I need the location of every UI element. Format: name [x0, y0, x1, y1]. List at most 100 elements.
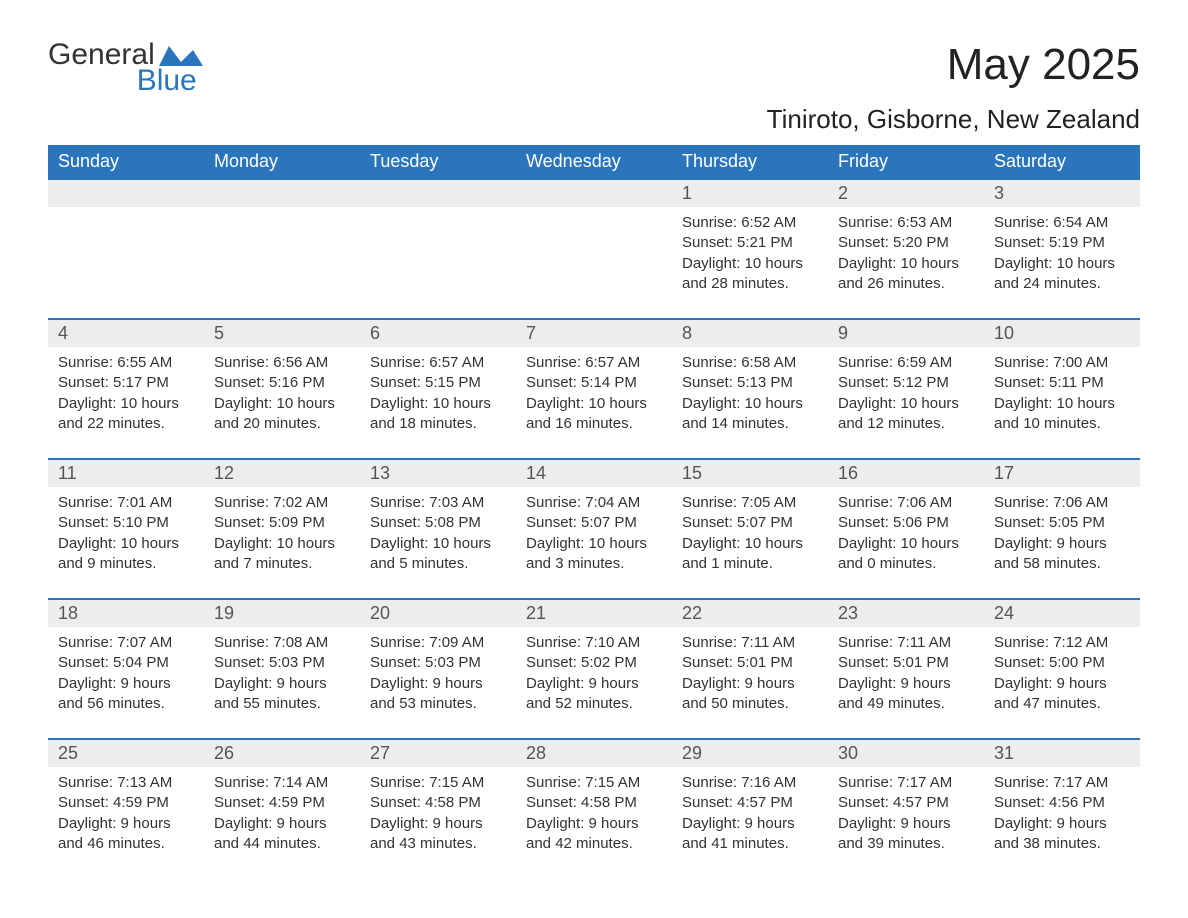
- sunset-label: Sunset:: [370, 514, 421, 531]
- sunrise-value: 6:53 AM: [897, 214, 952, 231]
- day-body: Sunrise: 7:06 AMSunset: 5:05 PMDaylight:…: [984, 487, 1140, 598]
- sunrise-value: 7:15 AM: [585, 774, 640, 791]
- sunrise-label: Sunrise:: [994, 774, 1049, 791]
- daylight-line: Daylight: 10 hours and 24 minutes.: [994, 254, 1130, 295]
- week-body-row: Sunrise: 7:13 AMSunset: 4:59 PMDaylight:…: [48, 767, 1140, 878]
- day-body-cell: Sunrise: 7:02 AMSunset: 5:09 PMDaylight:…: [204, 487, 360, 599]
- day-body-cell: Sunrise: 7:03 AMSunset: 5:08 PM Daylight:…: [360, 487, 516, 599]
- day-number-cell: 11: [48, 459, 204, 487]
- sunrise-value: 6:58 AM: [741, 354, 796, 371]
- day-body: Sunrise: 6:56 AMSunset: 5:16 PMDaylight:…: [204, 347, 360, 458]
- day-number: 7: [516, 320, 672, 347]
- sunrise-label: Sunrise:: [214, 494, 269, 511]
- sunset-label: Sunset:: [526, 514, 577, 531]
- sunset-label: Sunset:: [838, 654, 889, 671]
- sunrise-line: Sunrise: 6:58 AM: [682, 353, 818, 373]
- sunset-label: Sunset:: [214, 654, 265, 671]
- day-body-cell: Sunrise: 6:56 AMSunset: 5:16 PMDaylight:…: [204, 347, 360, 459]
- day-body-cell: Sunrise: 7:13 AMSunset: 4:59 PMDaylight:…: [48, 767, 204, 878]
- day-number-cell: 24: [984, 599, 1140, 627]
- day-body: Sunrise: 6:52 AMSunset: 5:21 PMDaylight:…: [672, 207, 828, 318]
- sunset-line: Sunset: 5:15 PM: [370, 373, 506, 393]
- day-body-cell: Sunrise: 7:17 AMSunset: 4:57 PMDaylight:…: [828, 767, 984, 878]
- sunset-label: Sunset:: [838, 374, 889, 391]
- daylight-label: Daylight:: [838, 535, 896, 552]
- daylight-line: Daylight: 10 hours and 22 minutes.: [58, 394, 194, 435]
- sunset-label: Sunset:: [682, 374, 733, 391]
- sunrise-value: 7:16 AM: [741, 774, 796, 791]
- day-body-cell: Sunrise: 6:55 AMSunset: 5:17 PMDaylight:…: [48, 347, 204, 459]
- day-number-cell: 6: [360, 319, 516, 347]
- sunset-value: 5:16 PM: [269, 374, 325, 391]
- day-body: Sunrise: 6:57 AMSunset: 5:15 PMDaylight:…: [360, 347, 516, 458]
- day-number-cell: 13: [360, 459, 516, 487]
- day-body: Sunrise: 6:54 AMSunset: 5:19 PMDaylight:…: [984, 207, 1140, 318]
- day-number-cell: 21: [516, 599, 672, 627]
- sunrise-label: Sunrise:: [994, 494, 1049, 511]
- sunset-line: Sunset: 5:14 PM: [526, 373, 662, 393]
- daylight-line: Daylight: 10 hours and 26 minutes.: [838, 254, 974, 295]
- sunset-label: Sunset:: [994, 654, 1045, 671]
- daylight-label: Daylight:: [994, 815, 1052, 832]
- sunrise-label: Sunrise:: [526, 494, 581, 511]
- day-number: 2: [828, 180, 984, 207]
- sunset-line: Sunset: 5:08 PM: [370, 513, 506, 533]
- day-number-empty: [204, 180, 360, 207]
- day-number: 29: [672, 740, 828, 767]
- week-daynum-row: 11121314151617: [48, 459, 1140, 487]
- sunset-value: 5:05 PM: [1049, 514, 1105, 531]
- sunrise-label: Sunrise:: [994, 354, 1049, 371]
- sunrise-label: Sunrise:: [682, 774, 737, 791]
- day-body-cell: Sunrise: 7:10 AMSunset: 5:02 PMDaylight:…: [516, 627, 672, 739]
- day-number-cell: 1: [672, 179, 828, 207]
- day-number: 10: [984, 320, 1140, 347]
- day-body: Sunrise: 7:17 AMSunset: 4:57 PMDaylight:…: [828, 767, 984, 878]
- daylight-line: Daylight: 10 hours and 10 minutes.: [994, 394, 1130, 435]
- sunset-label: Sunset:: [526, 374, 577, 391]
- daylight-label: Daylight:: [370, 535, 428, 552]
- sunrise-label: Sunrise:: [214, 774, 269, 791]
- day-number-cell: 3: [984, 179, 1140, 207]
- sunrise-line: Sunrise: 6:56 AM: [214, 353, 350, 373]
- daylight-label: Daylight:: [214, 395, 272, 412]
- sunrise-line: Sunrise: 7:03 AM: [370, 493, 506, 513]
- sunset-line: Sunset: 5:00 PM: [994, 653, 1130, 673]
- sunrise-label: Sunrise:: [838, 214, 893, 231]
- sunrise-value: 7:13 AM: [117, 774, 172, 791]
- sunset-line: Sunset: 5:19 PM: [994, 233, 1130, 253]
- day-number: 15: [672, 460, 828, 487]
- sunrise-line: Sunrise: 7:17 AM: [838, 773, 974, 793]
- sunrise-value: 7:17 AM: [1053, 774, 1108, 791]
- header-row: General Blue May 2025: [48, 40, 1140, 96]
- daylight-line: Daylight: 9 hours and 38 minutes.: [994, 814, 1130, 855]
- day-body-cell: Sunrise: 7:12 AMSunset: 5:00 PMDaylight:…: [984, 627, 1140, 739]
- sunset-value: 5:10 PM: [113, 514, 169, 531]
- day-number: 19: [204, 600, 360, 627]
- weekday-header: Wednesday: [516, 145, 672, 179]
- day-body-empty: [360, 207, 516, 317]
- sunrise-line: Sunrise: 7:16 AM: [682, 773, 818, 793]
- day-body-cell: Sunrise: 7:14 AMSunset: 4:59 PMDaylight:…: [204, 767, 360, 878]
- daylight-line: Daylight: 10 hours and 0 minutes.: [838, 534, 974, 575]
- sunrise-line: Sunrise: 7:08 AM: [214, 633, 350, 653]
- sunrise-label: Sunrise:: [370, 354, 425, 371]
- sunrise-line: Sunrise: 7:15 AM: [370, 773, 506, 793]
- sunrise-value: 7:09 AM: [429, 634, 484, 651]
- daylight-label: Daylight:: [682, 255, 740, 272]
- sunrise-label: Sunrise:: [682, 214, 737, 231]
- sunset-line: Sunset: 5:03 PM: [214, 653, 350, 673]
- day-number-cell: [204, 179, 360, 207]
- sunset-line: Sunset: 5:20 PM: [838, 233, 974, 253]
- day-body-cell: [516, 207, 672, 319]
- sunrise-label: Sunrise:: [838, 634, 893, 651]
- sunrise-value: 7:12 AM: [1053, 634, 1108, 651]
- sunset-label: Sunset:: [682, 654, 733, 671]
- sunset-value: 5:09 PM: [269, 514, 325, 531]
- day-number-cell: 8: [672, 319, 828, 347]
- day-body-cell: Sunrise: 7:11 AMSunset: 5:01 PMDaylight:…: [828, 627, 984, 739]
- daylight-label: Daylight:: [526, 675, 584, 692]
- weekday-header: Sunday: [48, 145, 204, 179]
- sunrise-value: 7:04 AM: [585, 494, 640, 511]
- sunrise-line: Sunrise: 7:14 AM: [214, 773, 350, 793]
- sunset-label: Sunset:: [682, 514, 733, 531]
